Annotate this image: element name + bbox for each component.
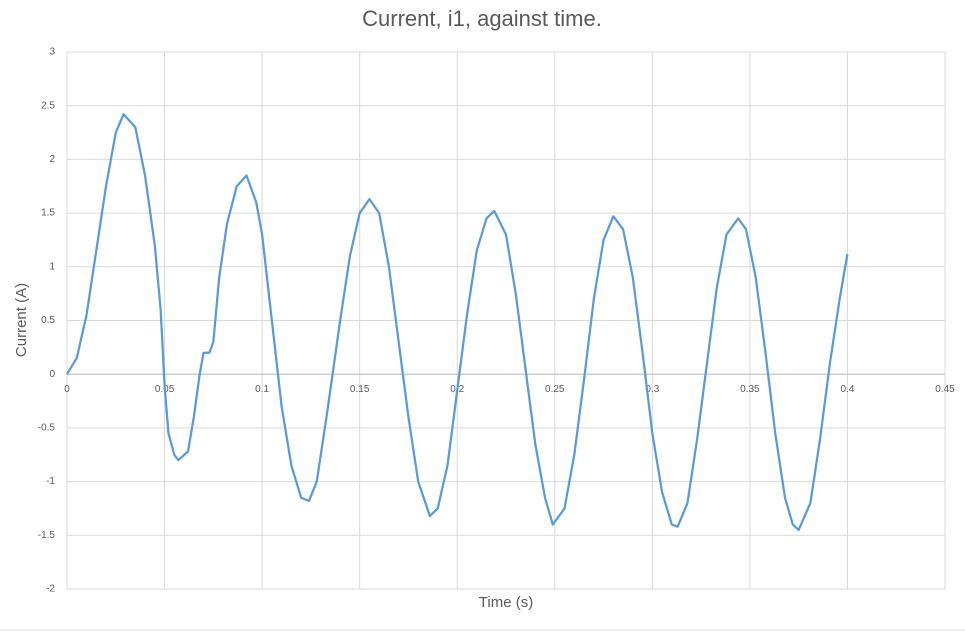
y-axis-title: Current (A) — [13, 283, 30, 357]
x-tick-label: 0.25 — [545, 384, 565, 395]
y-tick-label: -0.5 — [38, 423, 56, 434]
y-tick-label: -1.5 — [38, 530, 56, 541]
x-tick-label: 0.45 — [935, 384, 955, 395]
y-tick-label: 2.5 — [41, 100, 55, 111]
x-tick-label: 0.4 — [840, 384, 854, 395]
y-tick-label: 0.5 — [41, 315, 55, 326]
x-tick-label: 0.15 — [350, 384, 370, 395]
y-tick-label: -1 — [46, 476, 55, 487]
data-line — [66, 113, 849, 532]
y-tick-label: 3 — [49, 47, 55, 58]
y-tick-label: -2 — [46, 584, 55, 595]
y-tick-label: 2 — [49, 154, 55, 165]
x-tick-label: 0 — [64, 384, 70, 395]
chart-title: Current, i1, against time. — [362, 6, 602, 31]
y-tick-label: 0 — [49, 369, 55, 380]
y-tick-label: 1.5 — [41, 208, 55, 219]
x-axis-title: Time (s) — [479, 594, 533, 611]
y-tick-label: 1 — [49, 261, 55, 272]
x-tick-label: 0.1 — [255, 384, 269, 395]
x-tick-label: 0.35 — [740, 384, 760, 395]
x-tick-label: 0.3 — [645, 384, 659, 395]
